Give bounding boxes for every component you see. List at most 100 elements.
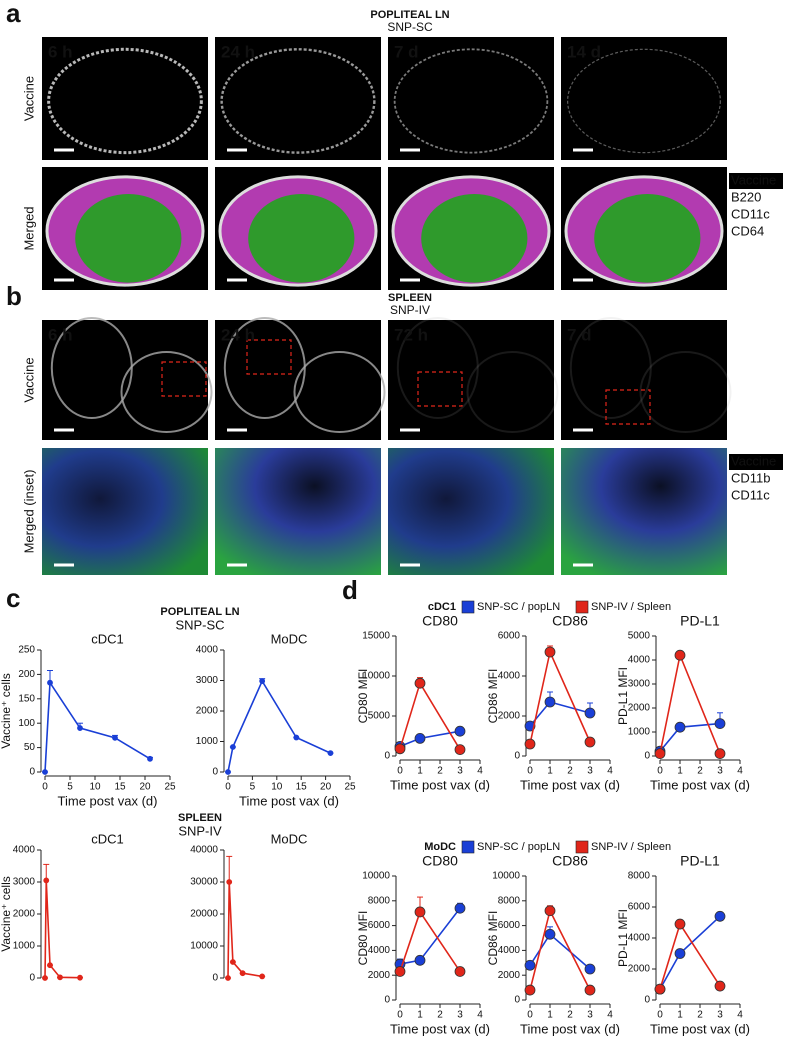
y-tick-label: 3000 [628,679,651,690]
x-tick-label: 5 [67,782,73,793]
chart-title: CD80 [422,613,458,629]
inset-box [161,361,207,397]
panel-label: d [342,575,358,605]
chart-title: PD-L1 [680,853,720,869]
data-point [454,902,466,914]
x-tick-label: 15 [296,782,308,793]
x-tick-label: 3 [717,1010,723,1021]
pulp-outline [223,317,306,419]
x-tick-label: 20 [139,782,151,793]
time-label: 24 h [221,42,255,61]
x-tick-label: 0 [657,766,663,777]
y-tick-label: 1000 [13,941,36,952]
data-point [147,755,153,762]
data-point [239,970,246,977]
data-point [77,725,83,731]
series-line [399,681,461,751]
data-point [674,721,686,733]
x-tick-label: 20 [320,782,332,793]
data-point [584,984,596,996]
x-tick-label: 0 [527,766,533,777]
x-axis-label: Time post vax (d) [650,777,750,792]
data-point [414,733,426,744]
x-tick-label: 1 [547,766,553,777]
data-point [57,974,63,981]
x-tick-label: 3 [587,766,593,777]
x-tick-label: 3 [457,1010,463,1021]
x-tick-label: 10 [89,782,101,793]
x-axis-label: Time post vax (d) [58,793,158,808]
data-point [259,678,266,685]
inset-image [561,448,727,575]
legend-label: SNP-SC / popLN [477,841,560,853]
x-tick-label: 1 [677,766,683,777]
y-tick-label: 0 [212,767,218,778]
chart-title: cDC1 [91,831,124,846]
x-tick-label: 1 [417,1010,423,1021]
micrograph [561,37,727,160]
data-point [654,748,666,759]
y-tick-label: 4000 [498,671,521,682]
row-label: Merged [21,206,36,250]
data-point [414,677,426,689]
x-tick-label: 4 [477,766,483,777]
y-tick-label: 0 [644,995,650,1006]
chart-title: CD86 [552,613,588,629]
legend-entry: CD64 [731,223,764,238]
y-tick-label: 100 [18,718,35,729]
legend-entry: Vaccine [731,172,776,187]
x-tick-label: 0 [657,1010,663,1021]
y-axis-label: Vaccine⁺ cells [0,673,13,748]
x-tick-label: 4 [737,766,743,777]
y-tick-label: 4000 [498,945,521,956]
inset-image [388,448,554,575]
x-tick-label: 15 [114,782,126,793]
x-tick-label: 4 [607,766,613,777]
legend-label: SNP-IV / Spleen [591,601,671,613]
data-point [225,769,231,775]
x-tick-label: 10 [271,782,283,793]
lymph-node-outline [567,48,721,154]
x-tick-label: 1 [677,1010,683,1021]
x-tick-label: 0 [225,782,231,793]
y-tick-label: 8000 [368,895,391,906]
x-axis-label: Time post vax (d) [520,777,620,792]
x-tick-label: 0 [397,1010,403,1021]
series-line [44,680,151,773]
x-tick-label: 0 [527,1010,533,1021]
data-point [544,928,556,940]
data-point [674,948,686,959]
y-tick-label: 4000 [196,645,219,656]
x-tick-label: 0 [397,766,403,777]
data-point [229,959,236,965]
y-tick-label: 50 [24,742,36,753]
data-point [584,707,596,719]
legend-entry: B220 [731,189,761,204]
inset-box [605,389,651,425]
legend-entry: CD11c [731,206,770,221]
micrograph [215,37,381,160]
y-tick-label: 10000 [190,941,218,952]
group-title: SPLEEN [178,812,222,824]
group-subtitle: SNP-IV [178,823,222,838]
data-point [454,725,466,737]
x-axis-label: Time post vax (d) [650,1021,750,1036]
y-tick-label: 8000 [628,871,651,882]
data-point [42,975,48,981]
data-point [259,973,266,980]
data-point [714,718,726,729]
y-tick-label: 0 [384,751,390,762]
y-tick-label: 4000 [368,945,391,956]
y-tick-label: 3000 [196,675,219,686]
data-point [293,734,300,741]
legend-row-label: cDC1 [428,601,456,613]
legend-row-label: MoDC [424,841,456,853]
y-axis-label: CD80 MFI [356,669,370,724]
y-axis-label: CD86 MFI [486,669,500,724]
y-axis-label: Vaccine⁺ cells [0,876,13,951]
y-axis-label: PD-L1 MFI [616,909,630,967]
x-axis-label: Time post vax (d) [390,777,490,792]
inset-image [42,448,208,575]
x-tick-label: 3 [587,1010,593,1021]
